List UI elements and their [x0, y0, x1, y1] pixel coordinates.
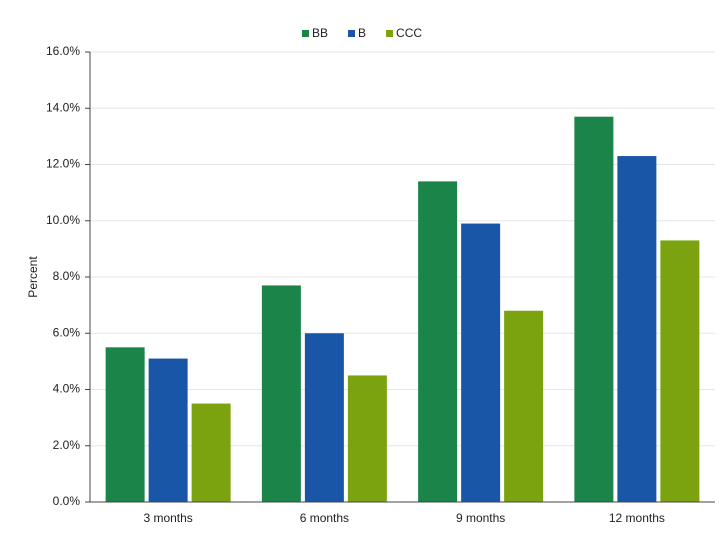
- x-tick-label: 9 months: [456, 511, 505, 525]
- x-tick-label: 6 months: [300, 511, 349, 525]
- bar: [418, 181, 458, 502]
- y-tick-label: 6.0%: [53, 325, 81, 339]
- legend-label: B: [358, 26, 366, 40]
- bar: [304, 333, 344, 502]
- y-tick-label: 12.0%: [46, 157, 80, 171]
- bar: [504, 310, 544, 502]
- bar: [191, 403, 231, 502]
- bar: [660, 240, 700, 502]
- bar: [105, 347, 145, 502]
- bar: [574, 116, 614, 502]
- y-tick-label: 0.0%: [53, 494, 81, 508]
- y-tick-label: 10.0%: [46, 213, 80, 227]
- bar: [347, 375, 387, 502]
- bar: [617, 156, 657, 502]
- legend-swatch: [302, 30, 309, 37]
- y-tick-label: 8.0%: [53, 269, 81, 283]
- y-tick-label: 2.0%: [53, 438, 81, 452]
- y-tick-label: 14.0%: [46, 100, 80, 114]
- bar: [148, 358, 188, 502]
- bar: [461, 223, 501, 502]
- y-axis-label: Percent: [26, 256, 40, 298]
- legend-swatch: [348, 30, 356, 37]
- legend-label: CCC: [396, 26, 422, 40]
- legend-swatch: [386, 30, 394, 37]
- bar: [261, 285, 301, 502]
- y-tick-label: 16.0%: [46, 44, 80, 58]
- x-tick-label: 12 months: [609, 511, 665, 525]
- y-tick-label: 4.0%: [53, 382, 81, 396]
- x-tick-label: 3 months: [143, 511, 192, 525]
- legend-label: BB: [312, 26, 328, 40]
